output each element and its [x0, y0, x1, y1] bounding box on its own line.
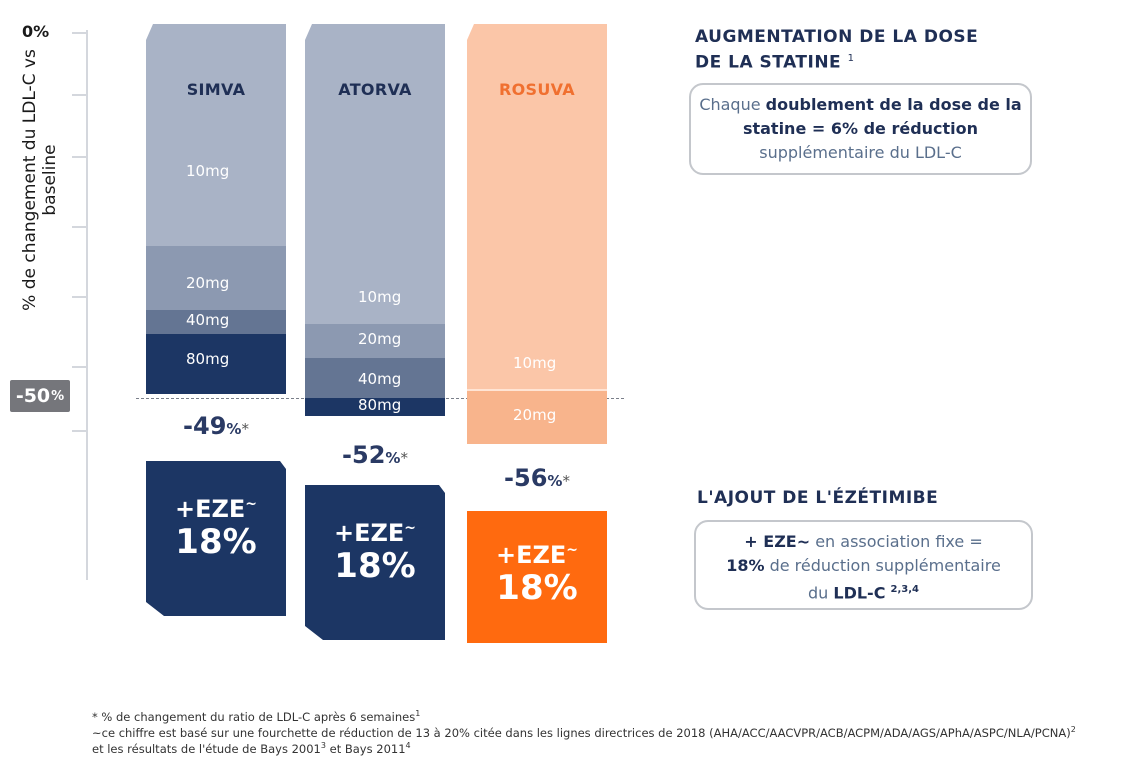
- y-axis-title: % de changement du LDL-C vs baseline: [20, 49, 60, 311]
- heading-statin-line1: AUGMENTATION DE LA DOSE: [695, 27, 979, 47]
- bar-simva-name: SIMVA: [186, 80, 246, 99]
- eze-tilde: ~: [404, 520, 417, 536]
- dose-label: 40mg: [186, 311, 230, 329]
- bar-rosuva-body: [467, 24, 607, 444]
- footnote-2-sup: 2: [1070, 725, 1076, 734]
- box2-bold1: + EZE~: [744, 532, 811, 551]
- dose-label: 40mg: [358, 370, 402, 388]
- dose-label: 20mg: [513, 406, 557, 424]
- eze-value: 18%: [334, 546, 416, 586]
- box2-text1: en association fixe =: [810, 532, 983, 551]
- eze-label: +EZE: [495, 541, 567, 569]
- bar-rosuva-result: -56%*: [467, 464, 607, 492]
- y-axis-tick: [72, 226, 88, 228]
- eze-label: +EZE: [333, 519, 405, 547]
- result-number: -49: [183, 412, 227, 440]
- box2-sup: 2,3,4: [890, 584, 920, 595]
- y-tick-label-0: 0%: [22, 22, 50, 41]
- result-star: *: [400, 449, 408, 467]
- footnote-1-sup: 1: [415, 709, 421, 718]
- footnote-2: ~ce chiffre est basé sur une fourchette …: [92, 722, 1122, 741]
- dose-label: 10mg: [513, 354, 557, 372]
- minus-50-number: -50: [15, 385, 51, 407]
- footnote-3-text-b: et Bays 2011: [325, 741, 406, 756]
- y-axis-tick: [72, 32, 88, 34]
- info-box-statin: Chaque doublement de la dose de la stati…: [689, 83, 1032, 175]
- y-tick-label-minus-50: -50%: [10, 380, 70, 412]
- eze-tilde: ~: [566, 542, 579, 558]
- bar-rosuva-eze: +EZE~ 18%: [467, 511, 607, 643]
- box1-pre: Chaque: [699, 95, 766, 114]
- eze-value: 18%: [175, 522, 257, 562]
- bar-atorva-result: -52%*: [305, 441, 445, 469]
- result-pct: %: [385, 449, 401, 467]
- result-pct: %: [226, 420, 242, 438]
- box2-bold2: 18%: [726, 556, 765, 575]
- heading-statin-dose: AUGMENTATION DE LA DOSE DE LA STATINE 1: [695, 26, 978, 74]
- footnote-1-text: * % de changement du ratio de LDL-C aprè…: [92, 709, 416, 724]
- box1-line3: supplémentaire du LDL-C: [759, 143, 962, 162]
- bar-atorva-seg-80mg: [305, 398, 445, 416]
- y-axis-tick: [72, 430, 88, 432]
- footnote-3: et les résultats de l'étude de Bays 2001…: [92, 738, 411, 757]
- bar-simva-seg-80mg: [146, 334, 286, 394]
- y-axis-tick: [72, 156, 88, 158]
- footnote-3-sup1: 3: [320, 741, 326, 750]
- footnote-1: * % de changement du ratio de LDL-C aprè…: [92, 706, 420, 725]
- box2-bold3: LDL-C: [833, 583, 886, 603]
- box1-bold1: doublement de la dose de la: [765, 95, 1022, 114]
- minus-50-pct: %: [51, 388, 65, 404]
- eze-value: 18%: [496, 568, 578, 608]
- heading-ezetimibe: L'AJOUT DE L'ÉZÉTIMIBE: [697, 488, 939, 508]
- bar-rosuva-divider: [467, 389, 607, 391]
- result-star: *: [562, 472, 570, 490]
- footnote-3-text-a: et les résultats de l'étude de Bays 2001: [92, 741, 321, 756]
- dose-label: 20mg: [186, 274, 230, 292]
- y-axis-tick: [72, 94, 88, 96]
- dose-label: 10mg: [358, 288, 402, 306]
- y-axis-tick: [72, 366, 88, 368]
- box2-text3: du: [807, 583, 834, 603]
- bar-atorva-seg-20mg: [305, 324, 445, 358]
- box1-bold2: statine = 6% de réduction: [742, 119, 979, 138]
- y-axis-line: [86, 30, 88, 580]
- eze-tilde: ~: [245, 496, 258, 512]
- heading-statin-sup: 1: [847, 53, 855, 64]
- dose-label: 80mg: [358, 396, 402, 414]
- dose-label: 10mg: [186, 162, 230, 180]
- result-number: -52: [342, 441, 386, 469]
- dose-label: 20mg: [358, 330, 402, 348]
- bar-simva-eze: +EZE~ 18%: [146, 461, 286, 616]
- bar-rosuva-name: ROSUVA: [499, 80, 575, 99]
- y-axis-tick: [72, 296, 88, 298]
- bar-atorva-eze: +EZE~ 18%: [305, 485, 445, 640]
- footnote-3-sup2: 4: [405, 741, 411, 750]
- eze-label: +EZE: [174, 495, 246, 523]
- bar-simva-seg-40mg: [146, 310, 286, 334]
- bar-simva-result: -49%*: [146, 412, 286, 440]
- footnote-2-text: ~ce chiffre est basé sur une fourchette …: [92, 725, 1071, 740]
- dose-label: 80mg: [186, 350, 230, 368]
- info-box-ezetimibe: + EZE~ en association fixe = 18% de rédu…: [694, 520, 1033, 610]
- result-number: -56: [504, 464, 548, 492]
- result-star: *: [241, 420, 249, 438]
- result-pct: %: [547, 472, 563, 490]
- bar-rosuva-seg-20mg: [467, 391, 607, 444]
- bar-simva-seg-20mg: [146, 246, 286, 310]
- heading-statin-line2: DE LA STATINE: [695, 52, 842, 73]
- bar-atorva-seg-40mg: [305, 358, 445, 398]
- box2-text2: de réduction supplémentaire: [764, 556, 1001, 575]
- bar-atorva-name: ATORVA: [338, 80, 412, 99]
